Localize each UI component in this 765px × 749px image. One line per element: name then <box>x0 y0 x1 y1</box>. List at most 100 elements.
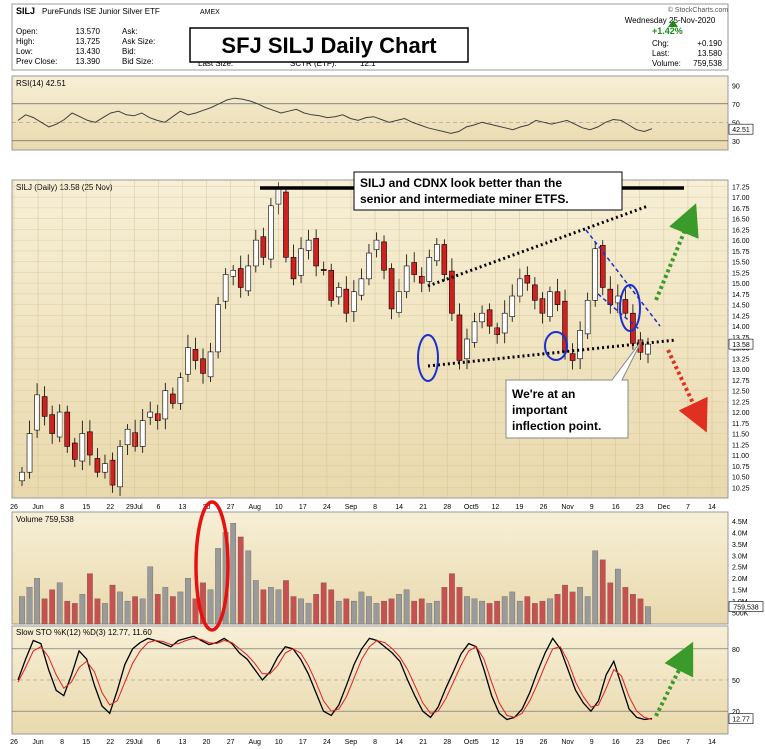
candle-down <box>71 442 78 460</box>
volume-bar <box>637 598 644 625</box>
stochastic-last-value: 12.77 <box>732 717 750 724</box>
volume-bar <box>94 598 101 625</box>
price-tick-label: 15.75 <box>732 249 750 256</box>
x-tick-label-bottom: 10 <box>275 739 283 746</box>
price-tick-label: 10.75 <box>732 464 750 471</box>
header-field-label: Ask: <box>122 27 138 36</box>
candle-down <box>449 270 455 314</box>
volume-bar <box>456 587 463 625</box>
candle-up <box>26 433 33 473</box>
volume-bar <box>441 587 448 625</box>
annotation-box-top <box>353 171 623 211</box>
candle-down <box>49 414 55 434</box>
volume-bar <box>592 550 599 625</box>
volume-bar <box>335 600 342 625</box>
bullish-arrow <box>654 203 699 301</box>
candle-down <box>313 238 319 267</box>
volume-spike-circle <box>194 500 230 632</box>
candle-up <box>358 278 365 296</box>
x-tick-label-bottom: Dec <box>658 739 671 746</box>
volume-bar <box>630 594 636 625</box>
volume-bar <box>102 603 108 625</box>
volume-bar <box>532 603 538 625</box>
channel-top-line <box>585 229 661 327</box>
x-tick-label: 14 <box>395 504 403 511</box>
volume-bar <box>56 582 63 625</box>
volume-bar <box>154 594 161 625</box>
x-tick-label-bottom: 7 <box>686 739 690 746</box>
annotation-bottom-line-2: important <box>512 403 567 417</box>
x-tick-label-bottom: Oct5 <box>464 739 479 746</box>
x-tick-label-bottom: 14 <box>708 739 716 746</box>
price-tick-label: 13.75 <box>732 335 750 342</box>
price-tick-label: 11.25 <box>732 442 749 449</box>
chart-title: SFJ SILJ Daily Chart <box>221 33 437 58</box>
volume-bar <box>19 596 25 625</box>
volume-bar <box>645 606 651 625</box>
volume-bar <box>607 582 614 625</box>
title-box <box>189 27 469 63</box>
header-fields-left: Open: 13.570 High: 13.725 Low: 13.430 Prev Clo… <box>16 27 101 66</box>
candle-up <box>147 411 154 418</box>
volume-series: 4.5M4.0M3.5M3.0M2.5M2.0M1.5M1.0M500K759,… <box>19 519 764 625</box>
price-tick-label: 16.50 <box>732 217 750 224</box>
rsi-panel <box>11 75 729 151</box>
price-tick-label: 14.00 <box>732 324 750 331</box>
candle-up <box>19 471 25 482</box>
volume-bar <box>49 589 56 625</box>
x-tick-label: 23 <box>636 504 644 511</box>
volume-bar <box>124 600 131 625</box>
rsi-series: 90 70 50 30 42.51 <box>12 83 754 146</box>
candle-up <box>547 291 553 317</box>
volume-bar <box>64 600 71 625</box>
x-tick-label: 15 <box>82 504 90 511</box>
candle-up <box>102 463 108 473</box>
price-tick-label: 10.25 <box>732 485 750 492</box>
price-tick-label: 12.75 <box>732 378 750 385</box>
x-tick-label-bottom: 12 <box>491 739 499 746</box>
rsi-tick-label: 30 <box>732 139 740 146</box>
x-tick-label-bottom: 23 <box>636 739 644 746</box>
candle-down <box>554 291 561 305</box>
candle-down <box>94 458 101 473</box>
candle-down <box>200 358 206 374</box>
volume-label: Volume 759,538 <box>16 515 74 524</box>
candle-up <box>245 265 252 292</box>
symbol: SILJ <box>16 6 35 16</box>
volume-bar <box>132 596 138 625</box>
volume-last-value: 759,538 <box>733 605 758 612</box>
x-tick-label: 26 <box>540 504 548 511</box>
candle-down <box>532 284 538 301</box>
last-size-label: Last Size: <box>198 59 233 68</box>
volume-bar <box>351 600 357 625</box>
header-field-label: High: <box>16 37 35 46</box>
volume-bar <box>449 573 455 625</box>
x-tick-label-bottom: Jun <box>32 739 43 746</box>
rsi-tick-label: 70 <box>732 102 740 109</box>
volume-bar <box>426 603 433 625</box>
candle-up <box>509 295 516 317</box>
header-fields-right: Chg: +0.190 Last: 13.580 Volume: 759,538 <box>652 39 723 68</box>
x-tick-label-bottom: Nov <box>561 739 574 746</box>
volume-bar <box>524 596 531 625</box>
x-tick-label: 6 <box>156 504 160 511</box>
volume-bar <box>411 600 418 625</box>
x-tick-label: 27 <box>227 504 235 511</box>
candle-down <box>524 275 531 284</box>
upper-trendline <box>427 204 649 288</box>
header-field-label: Chg: <box>652 39 669 48</box>
volume-bar <box>252 580 259 625</box>
price-tick-label: 17.00 <box>732 195 750 202</box>
volume-bar <box>343 598 350 625</box>
volume-bar <box>509 591 516 625</box>
x-tick-label-bottom: 29Jul <box>126 739 143 746</box>
candle-down <box>539 298 546 314</box>
x-tick-label-bottom: 24 <box>323 739 331 746</box>
volume-bar <box>298 598 304 625</box>
volume-tick-label: 4.0M <box>732 530 748 537</box>
candle-up <box>479 312 485 323</box>
x-tick-label-bottom: 8 <box>373 739 377 746</box>
candle-up <box>230 269 236 277</box>
